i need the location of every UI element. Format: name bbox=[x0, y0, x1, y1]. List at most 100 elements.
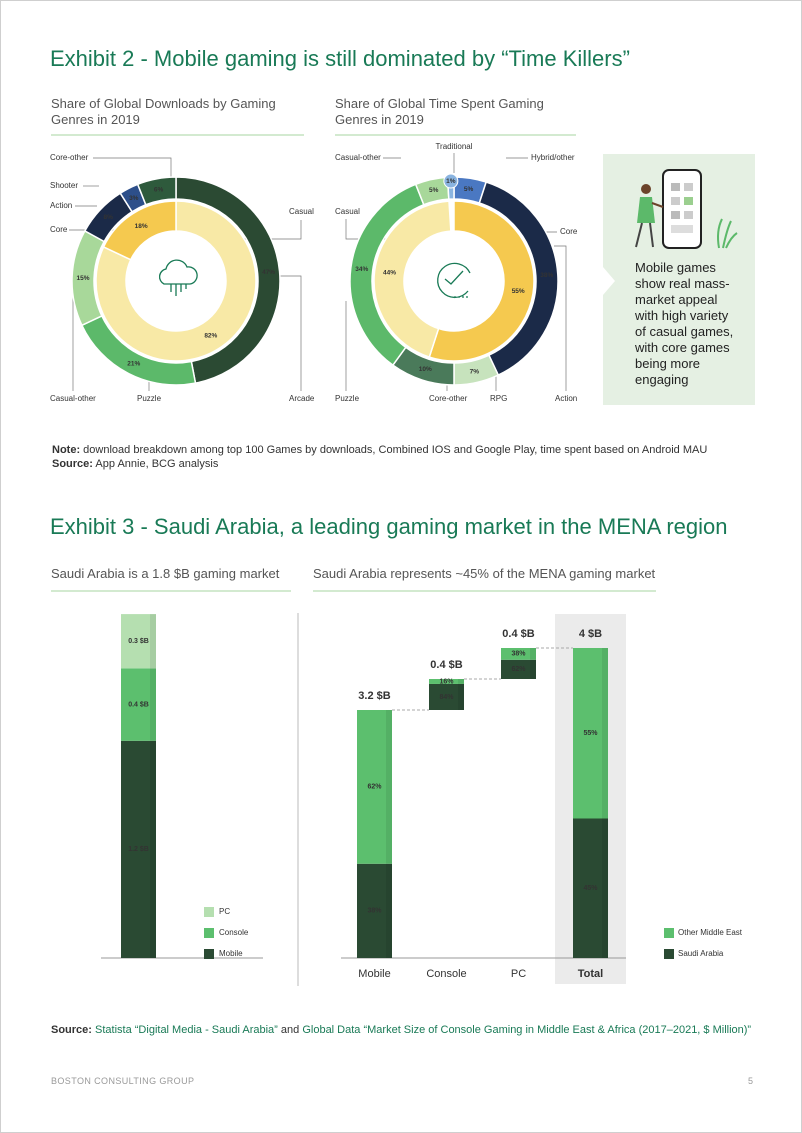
bar-segment bbox=[429, 679, 464, 684]
source: Source: Statista “Digital Media - Saudi … bbox=[51, 1023, 791, 1037]
value-label: 5% bbox=[464, 186, 474, 193]
note-label: Note: bbox=[52, 444, 81, 456]
value-label: 18% bbox=[135, 223, 148, 230]
clock-face bbox=[437, 262, 471, 298]
phone-illustration bbox=[635, 169, 738, 249]
exhibit-title: Exhibit 3 - Saudi Arabia, a leading gami… bbox=[50, 514, 728, 539]
app-icon bbox=[684, 183, 693, 191]
value-label: 1.2 $B bbox=[128, 846, 149, 853]
value-label: 6% bbox=[154, 186, 164, 193]
donut-segment bbox=[95, 200, 257, 362]
total-label: 4 $B bbox=[579, 628, 602, 640]
value-label: 62% bbox=[367, 784, 382, 791]
bar-segment bbox=[429, 683, 464, 710]
segment-name: Casual-other bbox=[50, 394, 96, 403]
category-label: Mobile bbox=[358, 968, 390, 980]
segment-name: Action bbox=[555, 394, 577, 403]
source-label: Source: bbox=[52, 458, 93, 470]
clock-icon bbox=[437, 262, 471, 298]
source-text: App Annie, BCG analysis bbox=[95, 458, 219, 470]
person-head bbox=[641, 184, 651, 194]
bar-segment bbox=[121, 740, 156, 958]
cloud bbox=[158, 259, 198, 285]
person-leg bbox=[649, 222, 654, 248]
segment-name: Core-other bbox=[429, 394, 468, 403]
value-label: 44% bbox=[383, 270, 396, 277]
donut-segment bbox=[428, 200, 535, 362]
segment-name: Casual bbox=[335, 207, 360, 216]
value-label: 21% bbox=[127, 361, 140, 368]
app-icon bbox=[671, 225, 693, 233]
value-label: 1% bbox=[446, 178, 456, 185]
legend-label: Mobile bbox=[219, 949, 243, 958]
bar-shade bbox=[602, 648, 608, 819]
segment-name: Action bbox=[50, 201, 72, 210]
bar-shade bbox=[458, 683, 464, 710]
value-label: 0.3 $B bbox=[128, 638, 149, 645]
value-label: 55% bbox=[583, 730, 598, 737]
leader-line bbox=[93, 157, 172, 181]
segment-name: Traditional bbox=[435, 142, 472, 151]
leader-line bbox=[554, 245, 567, 391]
value-label: 82% bbox=[204, 333, 217, 340]
chart-title: Saudi Arabia is a 1.8 $B gaming market bbox=[51, 566, 280, 581]
small-segment-marker bbox=[443, 173, 459, 189]
value-label: 5% bbox=[429, 187, 439, 194]
footer-org: BOSTON CONSULTING GROUP bbox=[51, 1076, 195, 1086]
source-ref: Global Data “Market Size of Console Gami… bbox=[302, 1024, 752, 1036]
legend-swatch bbox=[204, 928, 214, 938]
app-icon bbox=[671, 183, 680, 191]
bar-segment bbox=[573, 818, 608, 958]
bar-segment bbox=[501, 659, 536, 679]
total-label: 0.4 $B bbox=[502, 628, 534, 640]
value-label: 38% bbox=[367, 908, 382, 915]
legend-label: Other Middle East bbox=[678, 928, 743, 937]
cloud-icon bbox=[158, 259, 198, 296]
bar-segment bbox=[121, 668, 156, 741]
callout-notch bbox=[603, 267, 615, 295]
value-label: 38% bbox=[511, 651, 526, 658]
chart-title: Share of Global Downloads by Gaming Genr… bbox=[51, 96, 276, 127]
segment-name: Hybrid/other bbox=[531, 153, 575, 162]
value-label: 34% bbox=[355, 266, 368, 273]
segment-name: Shooter bbox=[50, 181, 78, 190]
donut-segment bbox=[102, 200, 177, 261]
value-label: 47% bbox=[262, 269, 275, 276]
app-icon bbox=[671, 211, 680, 219]
value-label: 16% bbox=[439, 678, 454, 685]
category-label: Console bbox=[426, 968, 466, 980]
legend-label: Saudi Arabia bbox=[678, 949, 724, 958]
total-label: 0.4 $B bbox=[430, 659, 462, 671]
segment-name: Core-other bbox=[50, 153, 89, 162]
app-icon bbox=[684, 197, 693, 205]
donut-segment bbox=[373, 200, 452, 359]
bar-segment bbox=[501, 648, 536, 660]
source-joiner: and bbox=[280, 1024, 300, 1036]
donut-segment bbox=[136, 176, 177, 206]
bar-shade bbox=[386, 710, 392, 864]
bar-shade bbox=[530, 659, 536, 679]
segment-name: Core bbox=[50, 225, 68, 234]
segment-name: Arcade bbox=[289, 394, 315, 403]
bar-segment bbox=[573, 648, 608, 819]
category-label: PC bbox=[511, 968, 526, 980]
person-arm bbox=[651, 202, 664, 208]
value-label: 55% bbox=[512, 288, 525, 295]
segment-name: Core bbox=[560, 227, 578, 236]
plant bbox=[717, 218, 738, 249]
page-number: 5 bbox=[748, 1076, 754, 1086]
value-label: 45% bbox=[583, 885, 598, 892]
bar-segment bbox=[357, 863, 392, 958]
bar-shade bbox=[602, 818, 608, 958]
note-text: download breakdown among top 100 Games b… bbox=[83, 444, 708, 456]
callout-text: Mobile games show real mass-market appea… bbox=[635, 260, 734, 387]
legend-label: Console bbox=[219, 928, 249, 937]
value-label: 10% bbox=[419, 366, 432, 373]
bar-segment bbox=[121, 614, 156, 669]
app-icon bbox=[684, 211, 693, 219]
bar-shade bbox=[458, 679, 464, 684]
legend-swatch bbox=[664, 928, 674, 938]
value-label: 15% bbox=[77, 275, 90, 282]
bar-shade bbox=[530, 648, 536, 660]
